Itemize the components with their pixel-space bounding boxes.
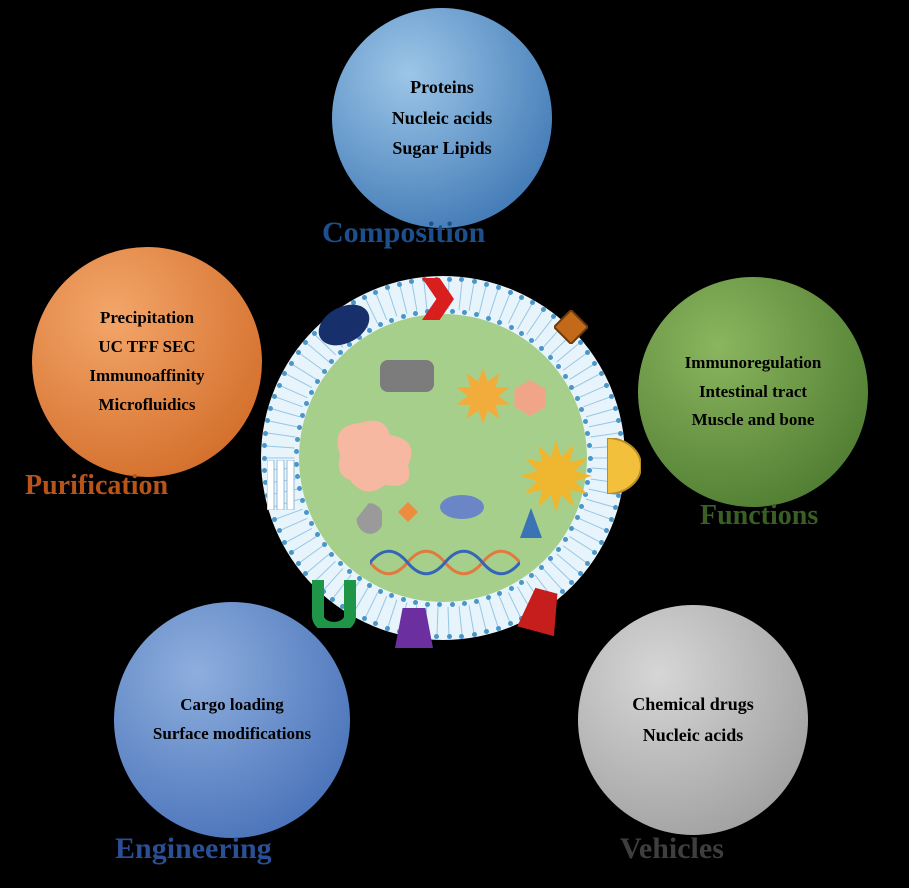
membrane-dot — [613, 406, 618, 411]
membrane-dot — [462, 601, 467, 606]
bubble-purification: PrecipitationUC TFF SECImmunoaffinityMic… — [32, 247, 262, 477]
label-functions: Functions — [700, 500, 818, 532]
membrane-dot — [563, 537, 568, 542]
bubble-functions-line: Muscle and bone — [692, 406, 815, 435]
bubble-purification-line: Precipitation — [100, 304, 194, 333]
yellow-halfcircle — [607, 438, 641, 494]
orange-star — [455, 368, 511, 424]
bubble-vehicles-line: Nucleic acids — [643, 720, 744, 751]
membrane-dot — [450, 602, 455, 607]
bubble-functions-line: Immunoregulation — [685, 349, 822, 378]
membrane-dot — [583, 419, 588, 424]
label-engineering: Engineering — [115, 832, 272, 866]
bubble-functions: ImmunoregulationIntestinal tractMuscle a… — [638, 277, 868, 507]
gray-round-rect — [380, 360, 434, 392]
bubble-functions-line: Intestinal tract — [699, 378, 807, 407]
bubble-purification-line: UC TFF SEC — [98, 333, 195, 362]
membrane-dot — [519, 580, 524, 585]
label-vehicles: Vehicles — [620, 832, 724, 866]
green-u — [312, 580, 356, 628]
bubble-composition: ProteinsNucleic acidsSugar Lipids — [332, 8, 552, 228]
bubble-composition-line: Nucleic acids — [392, 103, 493, 134]
gray-drop — [352, 500, 382, 534]
bubble-purification-line: Immunoaffinity — [89, 362, 204, 391]
membrane-dot — [459, 634, 464, 639]
bubble-engineering: Cargo loadingSurface modifications — [114, 602, 350, 838]
membrane-dot — [378, 589, 383, 594]
bubble-composition-line: Sugar Lipids — [392, 133, 491, 164]
membrane-dot — [509, 586, 514, 591]
membrane-dot — [462, 310, 467, 315]
pink-hex — [512, 380, 548, 416]
membrane-dot — [484, 629, 489, 634]
label-composition: Composition — [322, 216, 485, 250]
membrane-dot — [385, 626, 390, 631]
bubble-composition-line: Proteins — [410, 72, 474, 103]
dna-wave — [370, 540, 520, 585]
bubble-engineering-line: Cargo loading — [180, 691, 283, 720]
blue-ellipse-small — [440, 495, 484, 519]
lipid-tail — [266, 458, 294, 459]
orange-diamond-small — [398, 502, 418, 522]
bubble-vehicles: Chemical drugsNucleic acids — [578, 605, 808, 835]
white-bars — [267, 460, 297, 510]
membrane-dot — [604, 383, 609, 388]
membrane-dot — [556, 547, 561, 552]
orange-diamond — [554, 310, 588, 344]
red-chevron — [422, 278, 454, 320]
blue-triangle — [520, 508, 542, 538]
bubble-engineering-line: Surface modifications — [153, 720, 311, 749]
yellow-star-big — [520, 440, 592, 512]
bubble-purification-line: Microfluidics — [99, 391, 196, 420]
purple-trap — [395, 608, 433, 648]
bubble-vehicles-line: Chemical drugs — [632, 689, 754, 720]
salmon-blob — [330, 415, 420, 495]
label-purification: Purification — [25, 470, 168, 502]
